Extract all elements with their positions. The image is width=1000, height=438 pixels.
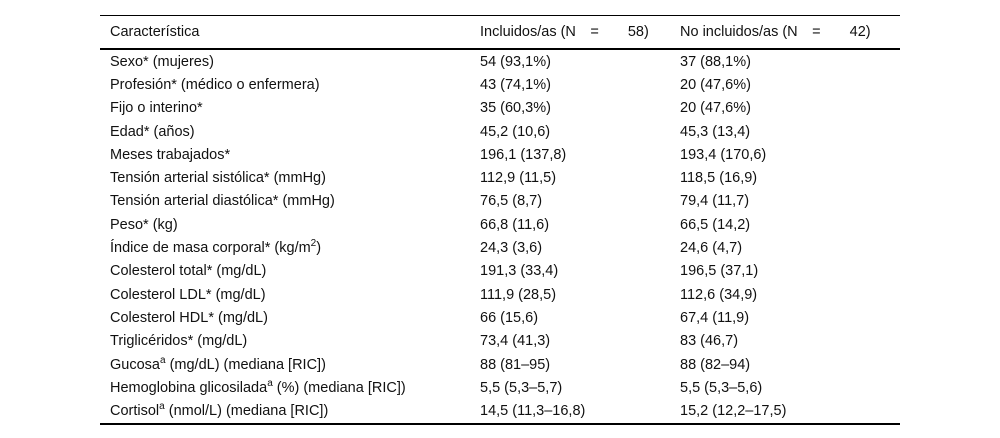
row-value-not-included: 45,3 (13,4): [680, 123, 751, 140]
row-label-text: Profesión* (médico o enfermera): [110, 76, 320, 93]
row-label-text: Gucosa: [110, 356, 160, 373]
row-value-not-included: 193,4 (170,6): [680, 146, 767, 163]
row-label-text: Cortisol: [110, 403, 160, 420]
row-label-text: Índice de masa corporal* (kg/m: [110, 240, 311, 257]
row-label: Tensión arterial diastólica* (mmHg): [100, 190, 480, 213]
row-value-not-included: 79,4 (11,7): [680, 193, 750, 210]
row-value-included: 54 (93,1%): [480, 53, 551, 70]
table-row: Meses trabajados* 196,1 (137,8) 193,4 (170…: [100, 143, 900, 166]
row-label-text: Colesterol HDL* (mg/dL): [110, 309, 268, 326]
row-label-superscript: a: [159, 401, 165, 413]
row-value-included: 76,5 (8,7): [480, 193, 543, 210]
table-row: Peso* (kg) 66,8 (11,6) 66,5 (14,2): [100, 213, 900, 236]
row-label-text: Colesterol LDL* (mg/dL): [110, 286, 266, 303]
row-label-text: Tensión arterial sistólica* (mmHg): [110, 170, 326, 187]
table-row: Edad* (años) 45,2 (10,6) 45,3 (13,4): [100, 120, 900, 143]
row-label: Peso* (kg): [100, 213, 480, 236]
table-header-row: Característica Incluidos/as (N = 58) No …: [100, 15, 900, 50]
row-label-superscript: a: [159, 354, 166, 366]
row-value-not-included: 66,5 (14,2): [680, 216, 751, 233]
row-value-included: 191,3 (33,4): [480, 263, 559, 280]
row-label-text: Meses trabajados*: [110, 146, 231, 163]
table-row: Tensión arterial diastólica* (mmHg) 76,5 …: [100, 190, 900, 213]
row-label: Colesterol total* (mg/dL): [100, 260, 480, 283]
row-label-superscript: 2: [310, 238, 317, 250]
row-value-included: 5,5 (5,3–5,7): [480, 379, 563, 396]
characteristics-table: Característica Incluidos/as (N = 58) No …: [100, 15, 900, 425]
row-value-not-included: 112,6 (34,9): [680, 286, 758, 303]
table-row: Fijo o interino* 35 (60,3%) 20 (47,6%): [100, 97, 900, 120]
row-value-included: 35 (60,3%): [480, 100, 551, 117]
column-header-not-included: No incluidos/as (N = 42): [680, 15, 900, 50]
row-label: Gucosaa (mg/dL) (mediana [RIC]): [100, 353, 480, 376]
row-value-not-included: 67,4 (11,9): [680, 309, 750, 326]
row-label-suffix: ): [316, 240, 322, 257]
row-label-text: Triglicéridos* (mg/dL): [110, 333, 248, 350]
column-header-included: Incluidos/as (N = 58): [480, 15, 680, 50]
row-value-included: 88 (81–95): [480, 356, 551, 373]
row-label-text: Tensión arterial diastólica* (mmHg): [110, 193, 335, 210]
row-label: Fijo o interino*: [100, 97, 480, 120]
row-value-not-included: 37 (88,1%): [680, 53, 751, 70]
row-value-included: 66,8 (11,6): [480, 216, 550, 233]
row-value-included: 66 (15,6): [480, 309, 539, 326]
row-label: Tensión arterial sistólica* (mmHg): [100, 166, 480, 189]
row-label: Colesterol LDL* (mg/dL): [100, 283, 480, 306]
table-body: Sexo* (mujeres) 54 (93,1%) 37 (88,1%) Profe…: [100, 49, 900, 424]
row-label-text: Colesterol total* (mg/dL): [110, 263, 267, 280]
row-label: Cortisola (nmol/L) (mediana [RIC]): [100, 399, 480, 423]
table-row: Colesterol HDL* (mg/dL) 66 (15,6) 67,4 (11…: [100, 306, 900, 329]
row-label: Índice de masa corporal* (kg/m2): [100, 236, 480, 259]
table-container: Característica Incluidos/as (N = 58) No …: [100, 15, 900, 425]
row-label-text: Edad* (años): [110, 123, 195, 140]
row-label: Profesión* (médico o enfermera): [100, 73, 480, 96]
row-value-not-included: 20 (47,6%): [680, 100, 751, 117]
row-value-included: 196,1 (137,8): [480, 146, 567, 163]
table-row: Colesterol LDL* (mg/dL) 111,9 (28,5) 112,6…: [100, 283, 900, 306]
row-label: Triglicéridos* (mg/dL): [100, 330, 480, 353]
row-label: Meses trabajados*: [100, 143, 480, 166]
row-label: Colesterol HDL* (mg/dL): [100, 306, 480, 329]
row-label-suffix: (mg/dL) (mediana [RIC]): [165, 356, 326, 373]
table-row: Triglicéridos* (mg/dL) 73,4 (41,3) 83 (46,…: [100, 330, 900, 353]
row-value-included: 112,9 (11,5): [480, 170, 557, 187]
row-value-not-included: 5,5 (5,3–5,6): [680, 379, 763, 396]
row-value-included: 45,2 (10,6): [480, 123, 551, 140]
table-row: Sexo* (mujeres) 54 (93,1%) 37 (88,1%): [100, 49, 900, 73]
row-label: Edad* (años): [100, 120, 480, 143]
row-value-included: 43 (74,1%): [480, 76, 551, 93]
row-label-suffix: (nmol/L) (mediana [RIC]): [164, 403, 329, 420]
row-value-included: 24,3 (3,6): [480, 240, 543, 257]
row-label-text: Hemoglobina glicosilada: [110, 379, 268, 396]
row-label-text: Fijo o interino*: [110, 100, 203, 117]
row-label: Hemoglobina glicosiladaa (%) (mediana [R…: [100, 376, 480, 399]
row-value-included: 14,5 (11,3–16,8): [480, 403, 586, 420]
row-label-superscript: a: [267, 377, 273, 389]
table-row: Hemoglobina glicosiladaa (%) (mediana [R…: [100, 376, 900, 399]
row-value-not-included: 88 (82–94): [680, 356, 751, 373]
row-label-text: Sexo* (mujeres): [110, 53, 214, 70]
row-value-included: 73,4 (41,3): [480, 333, 551, 350]
table-row: Cortisola (nmol/L) (mediana [RIC]) 14,5 (…: [100, 399, 900, 423]
row-value-not-included: 15,2 (12,2–17,5): [680, 403, 787, 420]
table-row: Profesión* (médico o enfermera) 43 (74,1%…: [100, 73, 900, 96]
row-value-not-included: 83 (46,7): [680, 333, 739, 350]
row-value-not-included: 20 (47,6%): [680, 76, 751, 93]
table-row: Tensión arterial sistólica* (mmHg) 112,9 …: [100, 166, 900, 189]
row-label-suffix: (%) (mediana [RIC]): [272, 379, 406, 396]
table-row: Gucosaa (mg/dL) (mediana [RIC]) 88 (81–95…: [100, 353, 900, 376]
row-value-not-included: 196,5 (37,1): [680, 263, 759, 280]
row-value-not-included: 24,6 (4,7): [680, 240, 743, 257]
row-value-included: 111,9 (28,5): [480, 286, 557, 303]
row-label: Sexo* (mujeres): [100, 49, 480, 73]
table-row: Índice de masa corporal* (kg/m2) 24,3 (3,…: [100, 236, 900, 259]
table-header: Característica Incluidos/as (N = 58) No …: [100, 15, 900, 50]
table-row: Colesterol total* (mg/dL) 191,3 (33,4) 196…: [100, 260, 900, 283]
row-value-not-included: 118,5 (16,9): [680, 170, 758, 187]
row-label-text: Peso* (kg): [110, 216, 178, 233]
column-header-characteristic: Característica: [100, 15, 480, 50]
